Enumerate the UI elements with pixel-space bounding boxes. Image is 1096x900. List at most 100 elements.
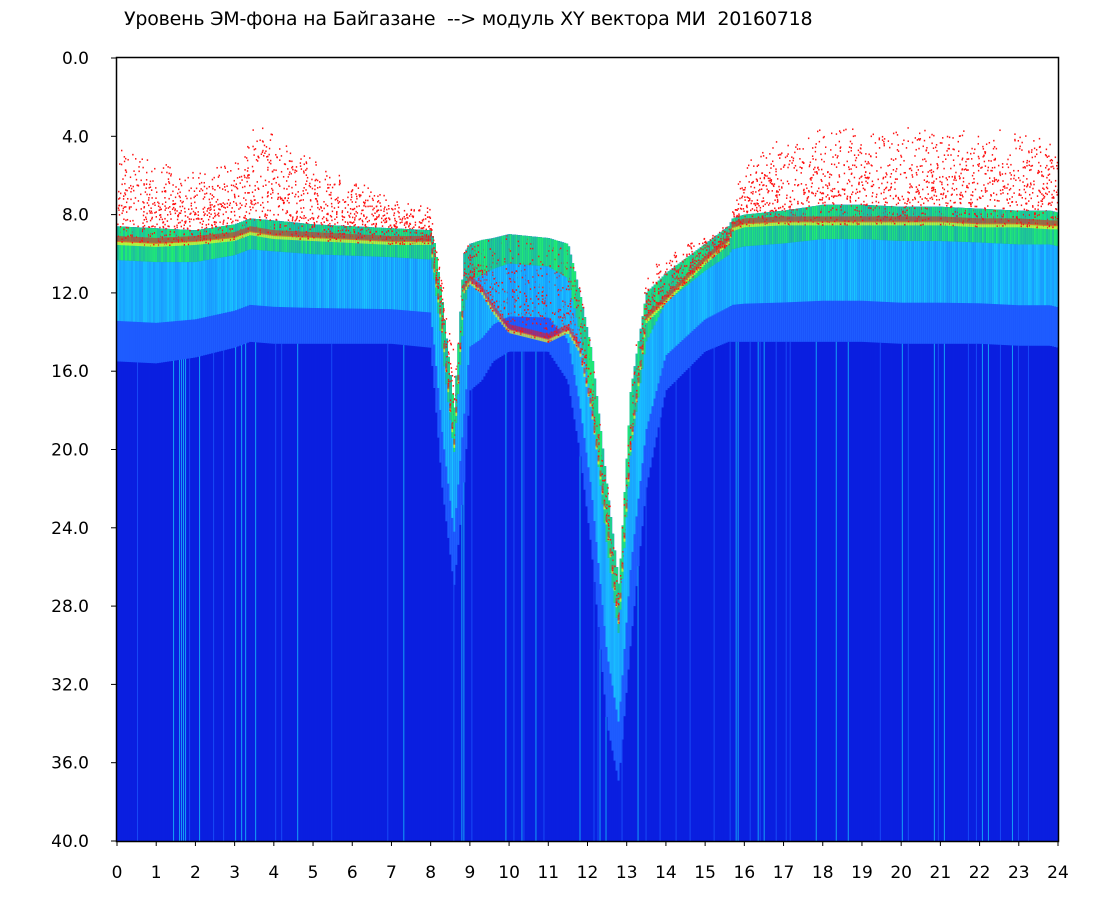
heatmap-column xyxy=(485,239,488,841)
heatmap-column xyxy=(261,127,265,841)
heatmap-column xyxy=(237,162,241,841)
heatmap-column xyxy=(979,166,983,841)
heatmap-column xyxy=(807,137,812,841)
heatmap-column xyxy=(773,168,777,841)
x-tick-label: 11 xyxy=(537,863,559,883)
heatmap-column xyxy=(573,271,577,841)
heatmap-column xyxy=(867,153,872,841)
y-tick-label: 40.0 xyxy=(51,832,89,852)
heatmap-column xyxy=(823,146,827,841)
heatmap-column xyxy=(329,183,333,841)
heatmap-column xyxy=(677,263,681,841)
heatmap-column xyxy=(899,154,903,841)
heatmap-column xyxy=(177,178,181,841)
heatmap-column xyxy=(403,209,407,841)
heatmap-column xyxy=(951,137,956,841)
x-tick-label: 4 xyxy=(268,863,279,883)
heatmap-column xyxy=(131,153,135,841)
heatmap-column xyxy=(281,176,285,841)
heatmap-column xyxy=(201,189,205,841)
heatmap-column xyxy=(355,183,359,841)
heatmap-column xyxy=(767,153,772,841)
y-tick-label: 16.0 xyxy=(51,362,89,382)
heatmap-column xyxy=(257,155,261,841)
heatmap-column xyxy=(213,176,217,841)
heatmap-column xyxy=(983,143,988,841)
x-tick-label: 5 xyxy=(308,863,319,883)
heatmap-column xyxy=(291,160,294,841)
heatmap-column xyxy=(121,178,125,841)
heatmap-column xyxy=(931,134,936,841)
heatmap-column xyxy=(155,187,158,841)
heatmap-column xyxy=(879,166,884,841)
heatmap-column xyxy=(853,135,858,841)
heatmap-column xyxy=(385,199,389,841)
heatmap-column xyxy=(347,191,351,841)
heatmap-column xyxy=(171,184,175,841)
heatmap-column xyxy=(207,185,211,841)
heatmap-column xyxy=(1019,141,1023,841)
heatmap-column xyxy=(975,135,980,841)
heatmap-column xyxy=(479,240,483,841)
heatmap-column xyxy=(637,341,641,841)
heatmap-column xyxy=(203,173,206,841)
heatmap-column xyxy=(419,205,423,841)
heatmap-column xyxy=(279,155,283,841)
heatmap-column xyxy=(949,154,954,841)
y-tick-label: 32.0 xyxy=(51,675,89,695)
heatmap-column xyxy=(755,165,759,841)
heatmap-column xyxy=(379,194,383,841)
x-tick-label: 15 xyxy=(694,863,716,883)
heatmap-column xyxy=(137,166,140,841)
heatmap-column xyxy=(421,218,425,841)
heatmap-column xyxy=(313,161,317,841)
heatmap-column xyxy=(779,152,783,841)
heatmap-column xyxy=(539,237,543,841)
heatmap-column xyxy=(763,174,768,841)
heatmap-column xyxy=(887,146,892,841)
heatmap-column xyxy=(821,135,825,841)
y-tick-label: 36.0 xyxy=(51,754,89,774)
heatmap-column xyxy=(167,166,171,841)
heatmap-column xyxy=(447,333,451,841)
heatmap-column xyxy=(599,431,603,841)
heatmap-column xyxy=(735,199,739,841)
heatmap-column xyxy=(357,187,361,841)
heatmap-column xyxy=(341,199,345,841)
heatmap-column xyxy=(529,236,533,841)
heatmap-column xyxy=(997,129,1002,841)
heatmap-column xyxy=(811,147,815,841)
heatmap-column xyxy=(969,147,974,841)
heatmap-column xyxy=(1031,140,1036,841)
heatmap-column xyxy=(235,177,239,841)
heatmap-column xyxy=(699,247,703,841)
heatmap-column xyxy=(169,166,172,841)
heatmap-column xyxy=(197,177,201,841)
heatmap-column xyxy=(327,176,331,841)
heatmap-column xyxy=(689,242,693,841)
heatmap-column xyxy=(275,156,279,841)
y-tick-label: 4.0 xyxy=(62,127,89,147)
y-tick-label: 28.0 xyxy=(51,597,89,617)
heatmap-column xyxy=(325,175,329,841)
heatmap-column xyxy=(525,235,529,841)
heatmap-column xyxy=(993,147,998,841)
chart-title: Уровень ЭМ-фона на Байгазане --> модуль … xyxy=(124,8,813,30)
heatmap-column xyxy=(909,164,914,841)
heatmap-column xyxy=(125,169,129,841)
heatmap-column xyxy=(745,167,749,841)
heatmap-column xyxy=(847,140,852,841)
heatmap-column xyxy=(1033,148,1038,841)
heatmap-column xyxy=(989,154,994,841)
heatmap-column xyxy=(713,235,717,841)
heatmap-column xyxy=(271,133,275,841)
heatmap-column xyxy=(513,234,517,841)
heatmap-column xyxy=(663,271,667,841)
heatmap-column xyxy=(253,148,257,841)
heatmap-column xyxy=(947,136,952,841)
heatmap-column xyxy=(683,258,687,841)
heatmap-column xyxy=(191,171,195,841)
heatmap-column xyxy=(959,134,964,841)
x-tick-label: 22 xyxy=(969,863,991,883)
